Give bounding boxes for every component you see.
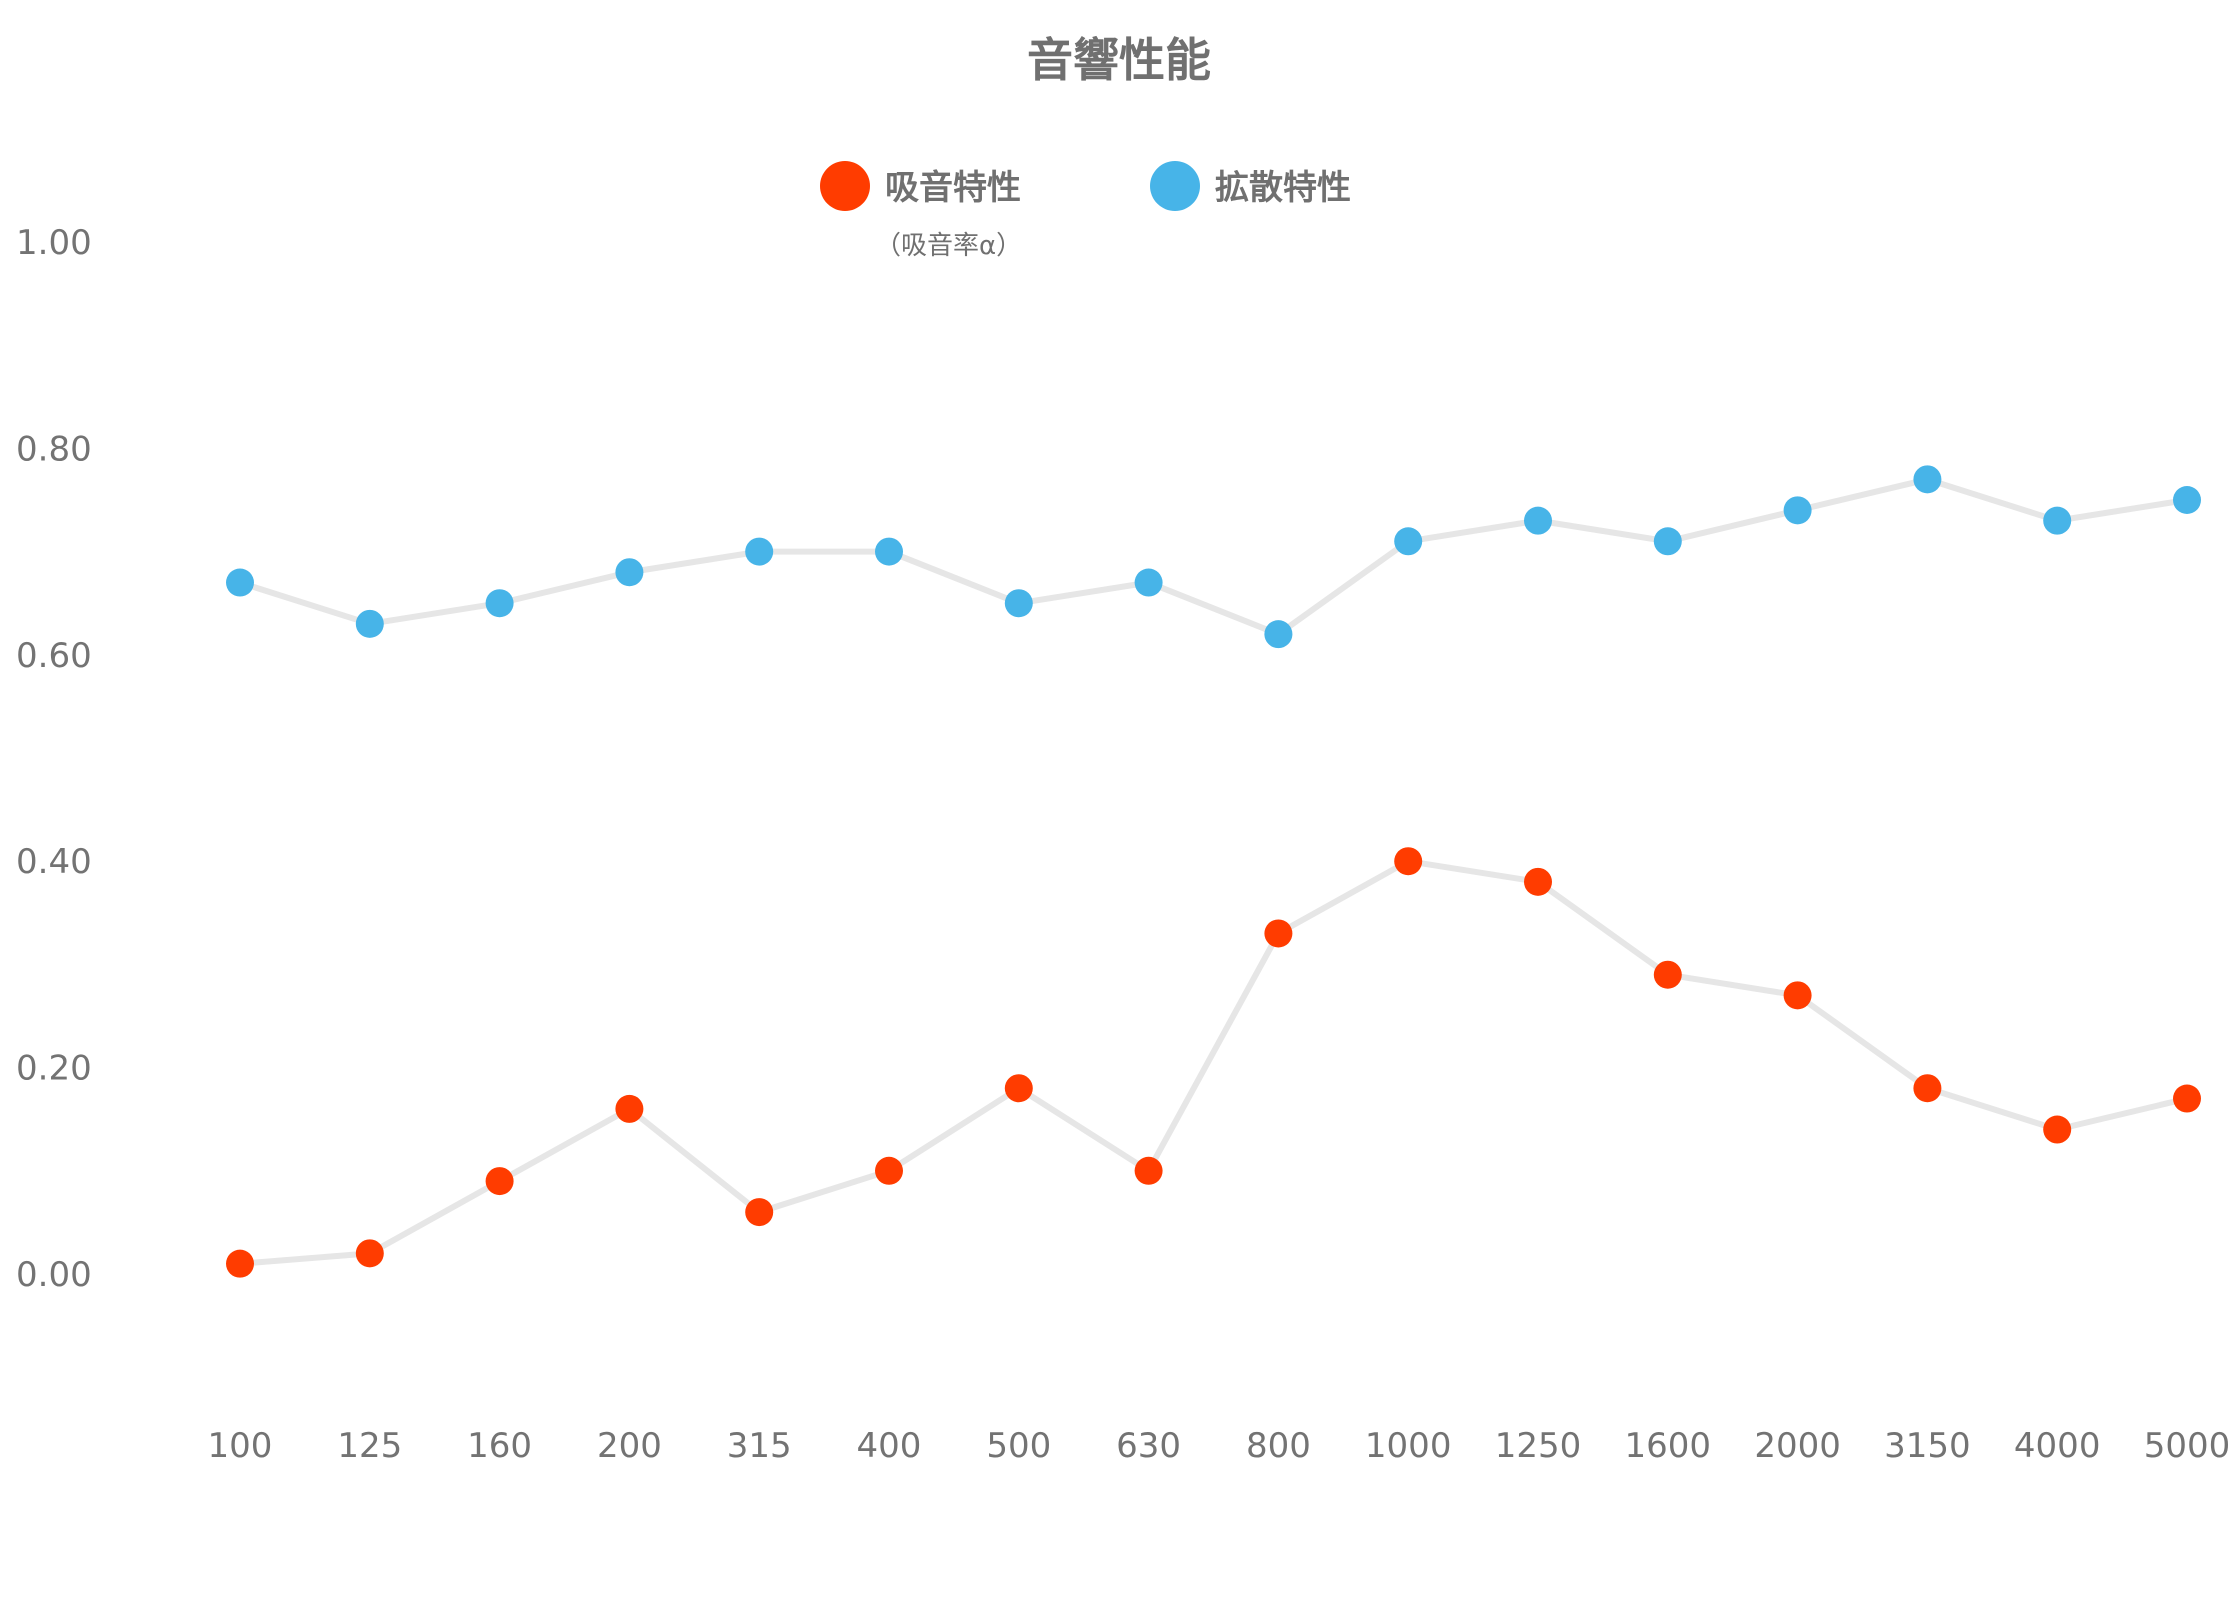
data-point-absorption[interactable]: [875, 1156, 903, 1185]
data-point-diffusion[interactable]: [875, 537, 903, 566]
data-point-absorption[interactable]: [355, 1239, 384, 1268]
chart-title: 音響性能: [1027, 33, 1211, 87]
data-point-diffusion[interactable]: [1394, 527, 1423, 556]
data-point-diffusion[interactable]: [745, 537, 774, 566]
data-point-diffusion[interactable]: [1524, 506, 1552, 535]
x-tick-label: 500: [986, 1426, 1051, 1466]
data-point-absorption[interactable]: [1524, 867, 1552, 896]
x-tick-label: 1000: [1365, 1426, 1452, 1466]
series-absorption: [226, 847, 2201, 1278]
x-tick-label: 800: [1246, 1426, 1311, 1466]
legend-label-absorption: 吸音特性: [885, 168, 1021, 208]
data-point-diffusion[interactable]: [615, 558, 644, 587]
x-tick-label: 1600: [1625, 1426, 1712, 1466]
x-tick-label: 125: [337, 1426, 402, 1466]
legend-marker-absorption: [820, 161, 870, 211]
legend-item-diffusion[interactable]: 拡散特性: [1150, 161, 1351, 211]
data-point-diffusion[interactable]: [2043, 506, 2072, 535]
y-axis: 1.00 0.80 0.60 0.40 0.20 0.00: [16, 223, 92, 1295]
data-point-diffusion[interactable]: [2173, 486, 2201, 514]
data-point-diffusion[interactable]: [1134, 568, 1163, 597]
legend-sublabel-absorption: （吸音率α）: [875, 231, 1022, 261]
x-tick-label: 2000: [1754, 1426, 1841, 1466]
x-tick-label: 100: [208, 1426, 273, 1466]
data-point-absorption[interactable]: [1783, 981, 1812, 1010]
data-point-absorption[interactable]: [1134, 1156, 1163, 1185]
x-tick-label: 1250: [1495, 1426, 1582, 1466]
x-tick-label: 315: [727, 1426, 792, 1466]
x-tick-label: 160: [467, 1426, 532, 1466]
data-point-absorption[interactable]: [615, 1094, 644, 1123]
data-point-absorption[interactable]: [485, 1167, 514, 1196]
x-tick-label: 630: [1116, 1426, 1181, 1466]
legend: 吸音特性 （吸音率α） 拡散特性: [820, 161, 1351, 261]
data-point-diffusion[interactable]: [355, 609, 384, 638]
legend-item-absorption[interactable]: 吸音特性 （吸音率α）: [820, 161, 1022, 261]
y-tick-label: 0.60: [16, 636, 92, 676]
data-point-absorption[interactable]: [226, 1249, 254, 1278]
data-point-absorption[interactable]: [745, 1198, 774, 1227]
data-point-absorption[interactable]: [2043, 1115, 2072, 1144]
data-point-diffusion[interactable]: [1913, 465, 1942, 494]
plot-area: [226, 465, 2201, 1278]
x-tick-label: 200: [597, 1426, 662, 1466]
data-point-diffusion[interactable]: [1264, 620, 1293, 649]
y-tick-label: 0.40: [16, 842, 92, 882]
series-line-absorption: [237, 858, 2190, 1267]
data-point-diffusion[interactable]: [1004, 589, 1033, 618]
data-point-diffusion[interactable]: [1653, 527, 1682, 556]
data-point-absorption[interactable]: [1653, 960, 1682, 989]
series-diffusion: [226, 465, 2201, 649]
y-tick-label: 0.80: [16, 429, 92, 469]
legend-label-diffusion: 拡散特性: [1215, 168, 1351, 208]
data-point-absorption[interactable]: [2173, 1084, 2201, 1113]
legend-marker-diffusion: [1150, 161, 1200, 211]
data-point-absorption[interactable]: [1264, 919, 1293, 948]
y-tick-label: 1.00: [16, 223, 92, 263]
x-tick-label: 400: [857, 1426, 922, 1466]
y-tick-label: 0.00: [16, 1255, 92, 1295]
data-point-diffusion[interactable]: [485, 589, 514, 618]
data-point-absorption[interactable]: [1913, 1074, 1942, 1103]
series-line-diffusion: [237, 476, 2190, 638]
data-point-absorption[interactable]: [1004, 1074, 1033, 1103]
data-point-diffusion[interactable]: [226, 568, 254, 597]
x-tick-label: 5000: [2144, 1426, 2228, 1466]
data-point-absorption[interactable]: [1394, 847, 1423, 876]
x-tick-label: 3150: [1884, 1426, 1971, 1466]
data-point-diffusion[interactable]: [1783, 496, 1812, 525]
x-tick-label: 4000: [2014, 1426, 2101, 1466]
x-axis: 100 125 160 200 315 400 500 630 800 1000 1250 1600 2…: [208, 1426, 2228, 1466]
y-tick-label: 0.20: [16, 1049, 92, 1089]
